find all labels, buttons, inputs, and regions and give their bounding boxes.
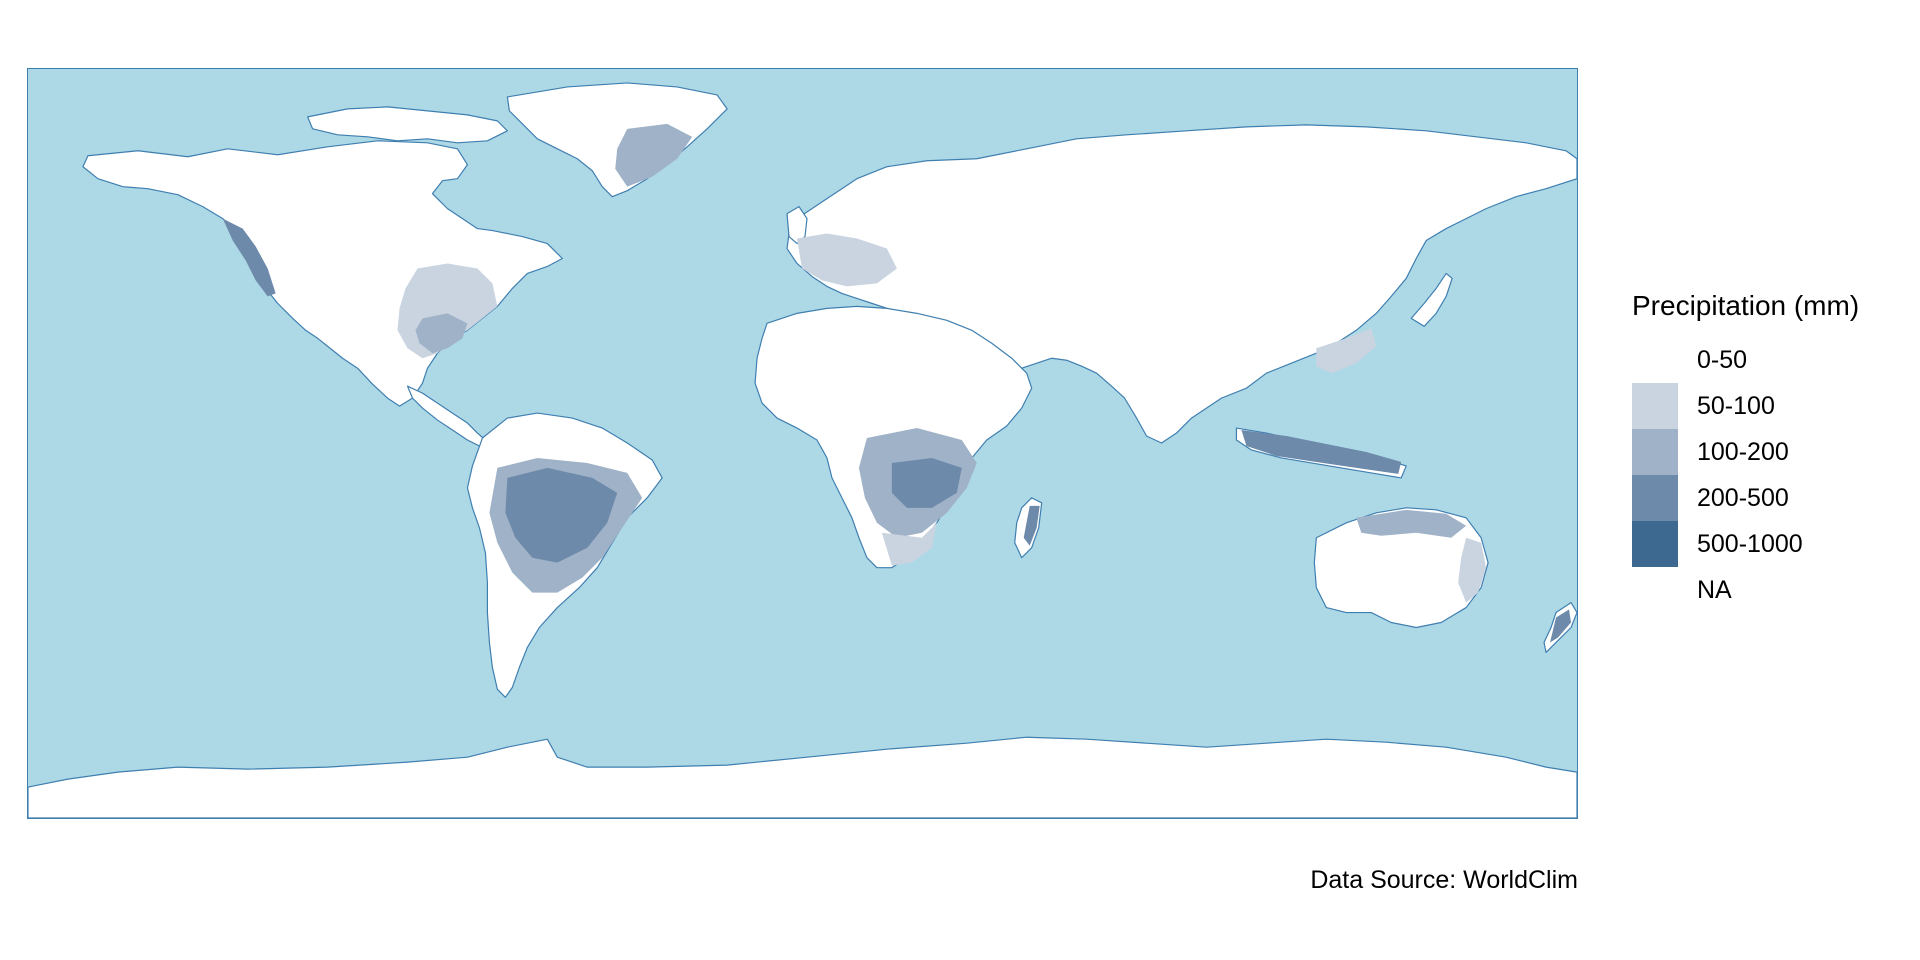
landmass-greenland xyxy=(506,82,728,198)
precip-zone-na-pacific-coast xyxy=(222,218,276,297)
precip-zone-amazon-high xyxy=(505,467,618,563)
legend-swatch xyxy=(1632,383,1678,429)
legend-swatch xyxy=(1632,475,1678,521)
precip-zone-africa-south xyxy=(881,522,937,566)
legend-swatch xyxy=(1632,429,1678,475)
legend: Precipitation (mm) 0-50 50-100 100-200 200-… xyxy=(1632,288,1912,628)
map-canvas xyxy=(28,69,1577,818)
landmass-australia xyxy=(1313,507,1489,629)
precip-zone-australia-east xyxy=(1458,537,1487,603)
legend-item: 100-200 xyxy=(1632,429,1912,475)
legend-swatch xyxy=(1632,521,1678,567)
data-source-caption: Data Source: WorldClim xyxy=(1310,866,1578,894)
precip-zone-europe xyxy=(797,233,897,287)
legend-label: 200-500 xyxy=(1697,484,1789,512)
legend-label: 50-100 xyxy=(1697,392,1775,420)
legend-item: 200-500 xyxy=(1632,475,1912,521)
legend-item: 50-100 xyxy=(1632,383,1912,429)
landmass-japan xyxy=(1410,272,1453,327)
precip-zone-greenland xyxy=(615,123,693,187)
legend-item: 0-50 xyxy=(1632,337,1912,383)
legend-item: 500-1000 xyxy=(1632,521,1912,567)
legend-label: 500-1000 xyxy=(1697,530,1803,558)
world-precipitation-map xyxy=(27,68,1578,819)
legend-swatch xyxy=(1632,567,1678,613)
precip-zone-east-asia xyxy=(1316,328,1377,374)
landmass-antarctica xyxy=(28,736,1577,818)
legend-item: NA xyxy=(1632,567,1912,613)
landmass-british-isles xyxy=(786,206,808,245)
legend-title: Precipitation (mm) xyxy=(1632,290,1860,321)
precip-zone-australia-north xyxy=(1356,509,1467,538)
legend-label: 0-50 xyxy=(1697,346,1748,374)
precip-zone-new-zealand xyxy=(1550,609,1572,643)
legend-label: 100-200 xyxy=(1697,438,1789,466)
legend-label: NA xyxy=(1697,576,1732,604)
precip-zone-na-southeast xyxy=(415,313,468,354)
precip-zone-africa-central-high xyxy=(891,457,962,508)
landmass-arctic-islands xyxy=(307,106,508,144)
precip-zone-se-asia xyxy=(1241,430,1402,474)
precip-zone-madagascar xyxy=(1023,505,1040,546)
legend-swatch xyxy=(1632,337,1678,383)
